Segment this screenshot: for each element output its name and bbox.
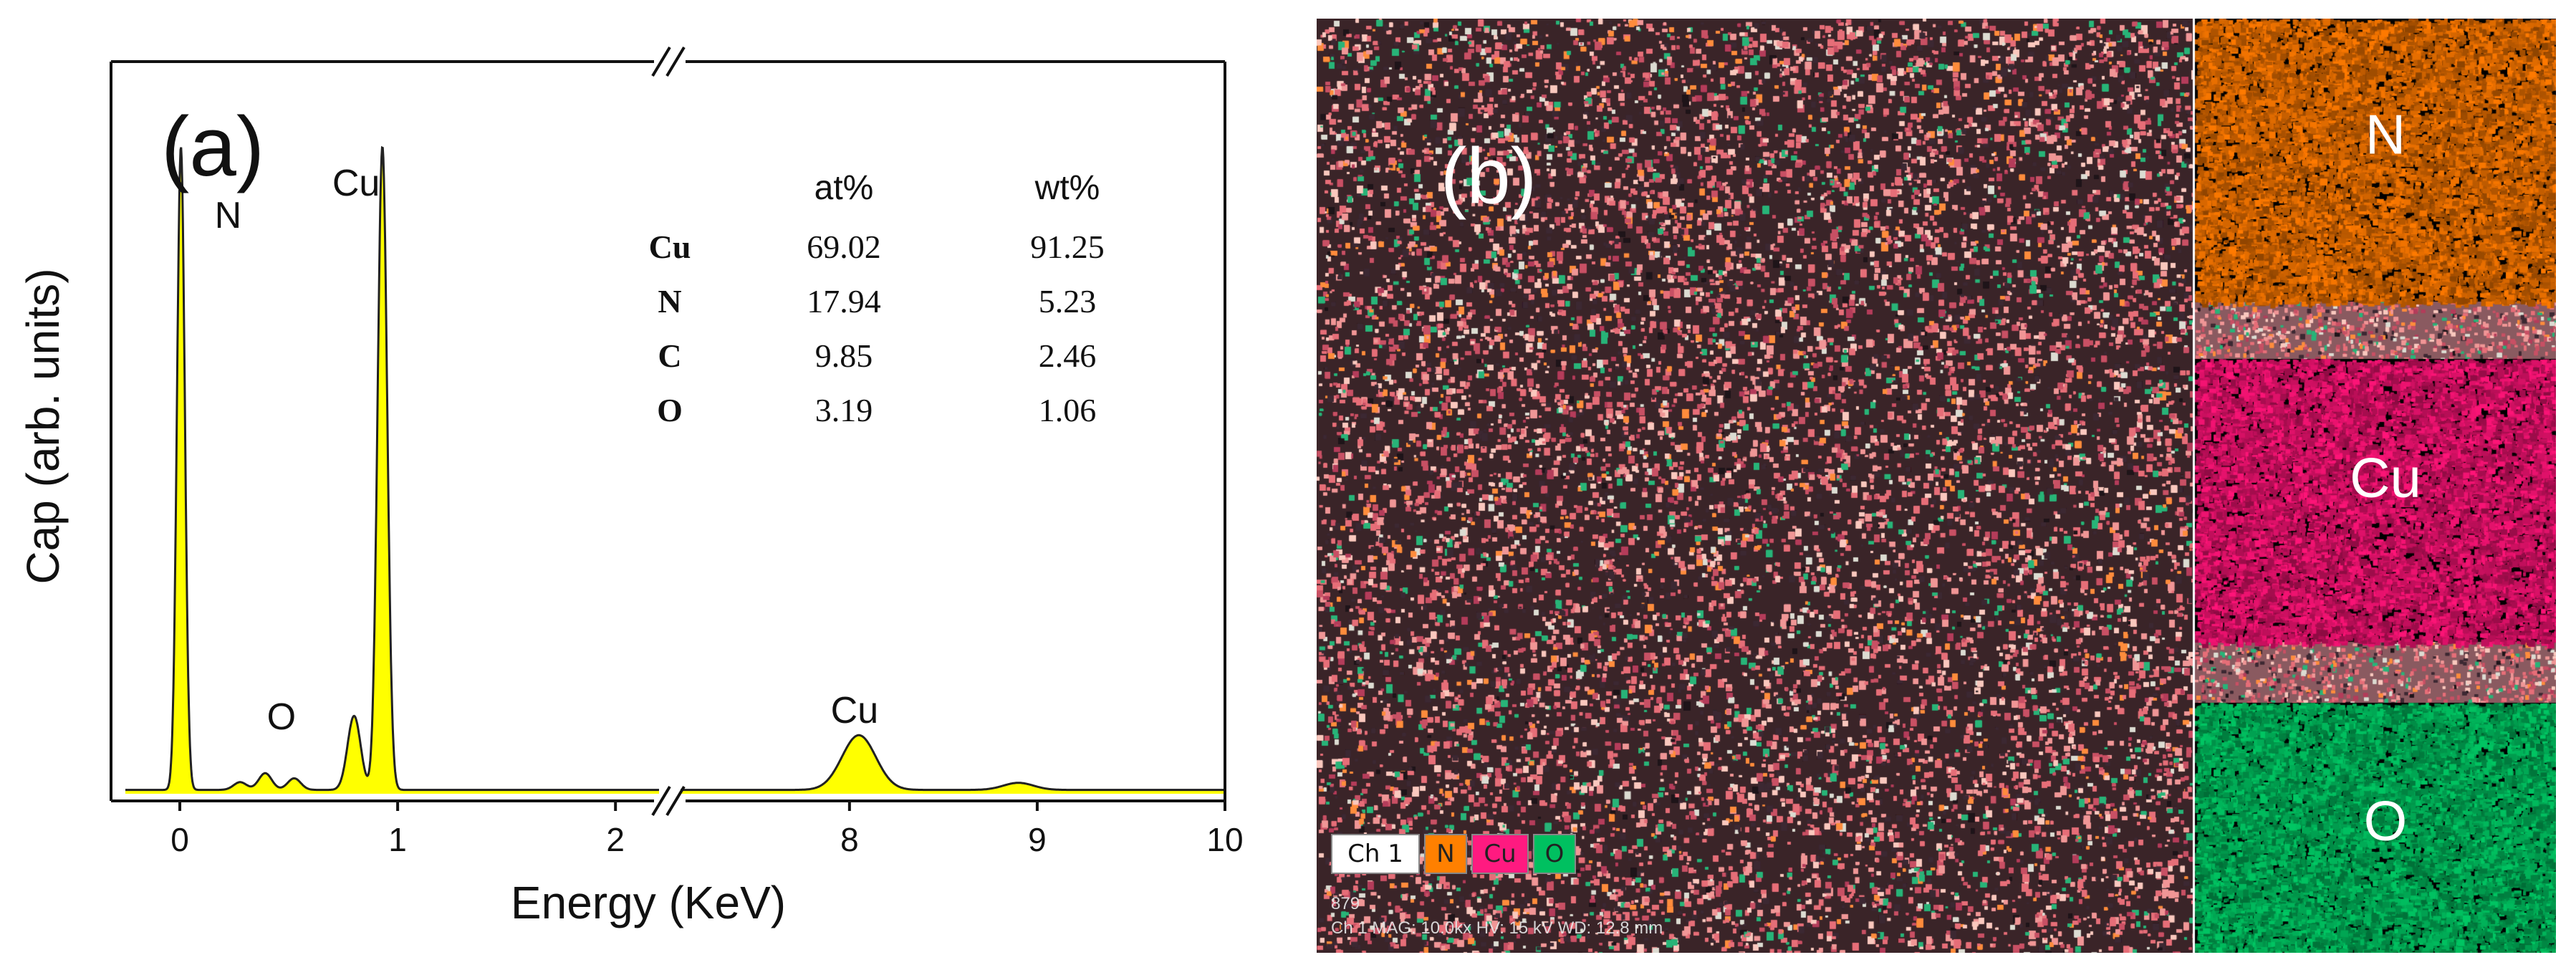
element-map-label-n: N xyxy=(2365,102,2406,166)
axis-break-mark-bottom-1 xyxy=(665,785,686,817)
element-map-label-cu: Cu xyxy=(2350,446,2421,509)
peak-label-2: Cu xyxy=(332,163,380,204)
peak-label-1: O xyxy=(267,696,296,738)
x-tick-label-left-1: 1 xyxy=(388,821,407,858)
table-cell-1-0: N xyxy=(658,283,681,320)
eds-spectrum-panel: 0 1 2 8 9 10 N O Cu Cu (a) Energy (KeV) Cap (arb.… xyxy=(0,0,1261,971)
status-line-1: 879 xyxy=(1331,894,1360,913)
table-cell-2-1: 9.85 xyxy=(815,337,873,374)
table-cell-3-1: 3.19 xyxy=(815,392,873,428)
peak-label-0: N xyxy=(215,195,242,236)
element-map-label-o: O xyxy=(2363,789,2408,852)
table-header-1: at% xyxy=(814,169,874,207)
table-cell-3-2: 1.06 xyxy=(1039,392,1097,428)
spectrum-fill-left xyxy=(125,147,659,794)
spectrum-line-left xyxy=(125,145,659,792)
legend-chip-ch1: Ch 1 xyxy=(1331,834,1420,874)
table-cell-0-1: 69.02 xyxy=(807,229,881,265)
composition-table: at% wt% Cu 69.02 91.25 N 17.94 5.23 C 9.85 2.46 O 3.… xyxy=(649,169,1105,428)
x-tick-label-left-2: 2 xyxy=(606,821,625,858)
table-cell-0-2: 91.25 xyxy=(1030,229,1105,265)
peak-label-3: Cu xyxy=(831,690,878,731)
spectrum-fill-right xyxy=(681,735,1225,794)
legend-chip-cu: Cu xyxy=(1471,834,1529,874)
eds-spectrum-chart: 0 1 2 8 9 10 N O Cu Cu (a) Energy (KeV) Cap (arb.… xyxy=(17,46,1244,928)
table-cell-1-2: 5.23 xyxy=(1039,283,1097,320)
legend-chip-n: N xyxy=(1424,834,1467,874)
eds-composite-map xyxy=(1317,19,2556,953)
axis-break-mark-top-0 xyxy=(651,46,671,77)
table-cell-3-0: O xyxy=(657,392,683,428)
legend-chip-o: O xyxy=(1533,834,1576,874)
table-header-2: wt% xyxy=(1034,169,1100,207)
table-cell-0-0: Cu xyxy=(649,229,691,265)
spectrum-line-right xyxy=(681,734,1225,792)
panel-label-b: (b) xyxy=(1440,132,1537,221)
eds-map-panel: (b) N Cu O Ch 1 N Cu O 879 Ch 1 MAG: 10.… xyxy=(1317,19,2556,953)
y-axis-label: Cap (arb. units) xyxy=(17,268,69,584)
table-cell-2-2: 2.46 xyxy=(1039,337,1097,374)
x-tick-label-left-0: 0 xyxy=(170,821,189,858)
panel-label-a: (a) xyxy=(161,100,264,194)
table-cell-1-1: 17.94 xyxy=(807,283,881,320)
axis-break-mark-top-1 xyxy=(665,46,686,77)
axis-break-mark-bottom-0 xyxy=(651,785,671,817)
status-line-2: Ch 1 MAG: 10.0kx HV: 15 kV WD: 12.8 mm xyxy=(1331,918,1663,938)
x-tick-label-right-2: 10 xyxy=(1206,821,1243,858)
x-tick-label-right-0: 8 xyxy=(840,821,859,858)
x-axis-label: Energy (KeV) xyxy=(511,877,786,928)
x-tick-label-right-1: 9 xyxy=(1028,821,1047,858)
plot-layer: 0 1 2 8 9 10 N O Cu Cu xyxy=(110,46,1244,858)
table-cell-2-0: C xyxy=(658,337,681,374)
